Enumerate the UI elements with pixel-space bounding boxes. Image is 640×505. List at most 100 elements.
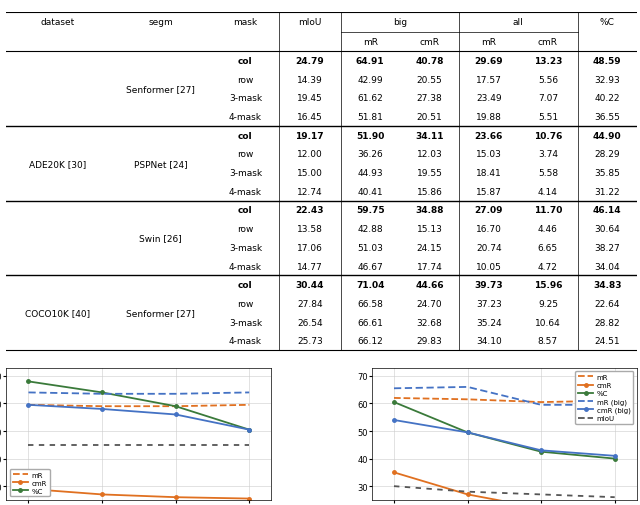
mR (big) bbox=[390, 385, 398, 391]
Text: 40.22: 40.22 bbox=[595, 94, 620, 103]
Text: 25.73: 25.73 bbox=[297, 337, 323, 345]
Text: 8.57: 8.57 bbox=[538, 337, 558, 345]
Line: cmR: cmR bbox=[27, 487, 251, 500]
Text: cmR: cmR bbox=[419, 38, 440, 47]
Text: 66.12: 66.12 bbox=[357, 337, 383, 345]
Text: 20.74: 20.74 bbox=[476, 243, 502, 252]
Text: 10.05: 10.05 bbox=[476, 262, 502, 271]
Text: 15.87: 15.87 bbox=[476, 187, 502, 196]
Text: col: col bbox=[238, 281, 253, 290]
Text: 48.59: 48.59 bbox=[593, 57, 621, 66]
Text: 7.07: 7.07 bbox=[538, 94, 558, 103]
Line: mR: mR bbox=[394, 398, 615, 402]
mIoU bbox=[245, 442, 253, 448]
Text: 16.45: 16.45 bbox=[297, 113, 323, 122]
Text: Senformer [27]: Senformer [27] bbox=[126, 85, 195, 94]
Text: 29.83: 29.83 bbox=[417, 337, 442, 345]
Text: 3.74: 3.74 bbox=[538, 150, 558, 159]
Text: 34.11: 34.11 bbox=[415, 131, 444, 140]
cmR (big) bbox=[245, 427, 253, 433]
cmR (big) bbox=[464, 430, 472, 436]
Text: big: big bbox=[393, 19, 407, 27]
mR bbox=[464, 396, 472, 402]
Text: 26.54: 26.54 bbox=[297, 318, 323, 327]
mIoU bbox=[172, 442, 179, 448]
Line: cmR: cmR bbox=[392, 471, 616, 505]
Text: 71.04: 71.04 bbox=[356, 281, 385, 290]
cmR bbox=[98, 491, 106, 497]
mIoU bbox=[538, 491, 545, 497]
Text: 3-mask: 3-mask bbox=[229, 169, 262, 178]
Text: 4-mask: 4-mask bbox=[229, 187, 262, 196]
Text: 3-mask: 3-mask bbox=[229, 318, 262, 327]
Text: 44.93: 44.93 bbox=[357, 169, 383, 178]
Text: 10.76: 10.76 bbox=[534, 131, 562, 140]
Text: segm: segm bbox=[148, 19, 173, 27]
mR (big) bbox=[538, 402, 545, 408]
Text: row: row bbox=[237, 76, 253, 84]
Text: 46.67: 46.67 bbox=[357, 262, 383, 271]
Text: 5.51: 5.51 bbox=[538, 113, 558, 122]
mR (big) bbox=[464, 384, 472, 390]
Text: 17.06: 17.06 bbox=[297, 243, 323, 252]
cmR (big) bbox=[611, 453, 619, 459]
Text: mR: mR bbox=[363, 38, 378, 47]
Text: all: all bbox=[513, 19, 524, 27]
cmR bbox=[390, 470, 398, 476]
Text: 15.03: 15.03 bbox=[476, 150, 502, 159]
Text: 19.17: 19.17 bbox=[296, 131, 324, 140]
%C bbox=[538, 449, 545, 455]
Text: 32.68: 32.68 bbox=[417, 318, 442, 327]
%C bbox=[390, 399, 398, 406]
Text: 34.10: 34.10 bbox=[476, 337, 502, 345]
Text: 34.83: 34.83 bbox=[593, 281, 621, 290]
Text: 22.64: 22.64 bbox=[595, 299, 620, 308]
Legend: mR, cmR, %C: mR, cmR, %C bbox=[10, 469, 49, 496]
Text: 32.93: 32.93 bbox=[595, 76, 620, 84]
mR bbox=[172, 403, 179, 410]
Text: 40.41: 40.41 bbox=[357, 187, 383, 196]
Text: 27.84: 27.84 bbox=[297, 299, 323, 308]
Text: 15.96: 15.96 bbox=[534, 281, 562, 290]
Text: 51.03: 51.03 bbox=[357, 243, 383, 252]
Text: row: row bbox=[237, 150, 253, 159]
Text: 9.25: 9.25 bbox=[538, 299, 558, 308]
Text: 15.13: 15.13 bbox=[417, 225, 442, 234]
Text: 42.99: 42.99 bbox=[357, 76, 383, 84]
Text: 11.70: 11.70 bbox=[534, 206, 562, 215]
Text: 59.75: 59.75 bbox=[356, 206, 385, 215]
mR bbox=[245, 402, 253, 408]
Text: 36.26: 36.26 bbox=[357, 150, 383, 159]
Text: 17.74: 17.74 bbox=[417, 262, 442, 271]
Text: col: col bbox=[238, 57, 253, 66]
Text: 34.04: 34.04 bbox=[595, 262, 620, 271]
Text: 27.09: 27.09 bbox=[474, 206, 503, 215]
Text: COCO10K [40]: COCO10K [40] bbox=[25, 309, 90, 318]
Text: 14.39: 14.39 bbox=[297, 76, 323, 84]
Text: 4-mask: 4-mask bbox=[229, 113, 262, 122]
%C bbox=[611, 456, 619, 462]
Text: 13.23: 13.23 bbox=[534, 57, 562, 66]
Text: 19.55: 19.55 bbox=[417, 169, 442, 178]
Line: mR: mR bbox=[28, 405, 249, 407]
%C bbox=[245, 427, 253, 433]
Text: 46.14: 46.14 bbox=[593, 206, 621, 215]
mR (big) bbox=[24, 390, 32, 396]
Legend: mR, cmR, %C, mR (big), cmR (big), mIoU: mR, cmR, %C, mR (big), cmR (big), mIoU bbox=[575, 371, 634, 424]
Line: %C: %C bbox=[392, 400, 616, 461]
Text: 34.88: 34.88 bbox=[415, 206, 444, 215]
Text: mask: mask bbox=[234, 19, 257, 27]
Text: 66.58: 66.58 bbox=[357, 299, 383, 308]
Text: mIoU: mIoU bbox=[298, 19, 321, 27]
cmR (big) bbox=[98, 406, 106, 412]
cmR bbox=[464, 491, 472, 497]
cmR bbox=[24, 486, 32, 492]
Text: 22.43: 22.43 bbox=[296, 206, 324, 215]
mR bbox=[538, 399, 545, 406]
Text: 30.44: 30.44 bbox=[296, 281, 324, 290]
mIoU bbox=[611, 494, 619, 500]
Text: Swin [26]: Swin [26] bbox=[139, 234, 182, 243]
mIoU bbox=[98, 442, 106, 448]
Text: 28.82: 28.82 bbox=[595, 318, 620, 327]
Text: 37.23: 37.23 bbox=[476, 299, 502, 308]
